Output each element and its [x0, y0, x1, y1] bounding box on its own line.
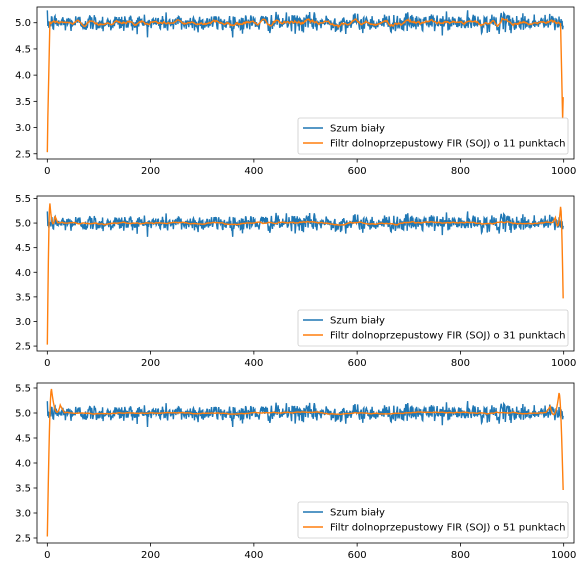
y-tick-label: 4.0	[15, 268, 31, 279]
legend-box	[297, 501, 569, 539]
y-tick-label: 3.5	[15, 97, 31, 108]
x-tick-label: 200	[141, 166, 160, 177]
legend: Szum biały Filtr dolnoprzepustowy FIR (SO…	[297, 501, 569, 539]
x-tick-label: 1000	[551, 358, 576, 369]
y-tick-label: 3.0	[15, 123, 31, 134]
legend: Szum biały Filtr dolnoprzepustowy FIR (SO…	[297, 309, 569, 347]
y-tick-label: 5.5	[15, 384, 31, 395]
panels: 0 200 400 600 800 1000 2.5 3.0 3.5 4.0 4.5 5.0 Szum …	[15, 6, 576, 561]
x-tick-label: 800	[451, 358, 470, 369]
x-tick-label: 600	[348, 166, 367, 177]
chart-panel-2: 0 200 400 600 800 1000 2.5 3.0 3.5 4.0 4.5 5.0 5.5 Sz…	[15, 194, 576, 369]
y-tick-label: 5.0	[15, 409, 31, 420]
y-tick-label: 2.5	[15, 534, 31, 545]
series-line-noise	[46, 10, 564, 38]
x-tick-label: 400	[244, 550, 263, 561]
x-tick-label: 600	[348, 358, 367, 369]
chart-panel-3: 0 200 400 600 800 1000 2.5 3.0 3.5 4.0 4.5 5.0 5.5 Sz…	[15, 382, 576, 561]
y-tick-label: 5.0	[15, 18, 31, 29]
y-tick-label: 3.0	[15, 317, 31, 328]
legend: Szum biały Filtr dolnoprzepustowy FIR (SO…	[297, 117, 569, 155]
legend-label: Filtr dolnoprzepustowy FIR (SOJ) o 11 pu…	[330, 139, 565, 150]
x-tick-label: 400	[244, 358, 263, 369]
y-tick-label: 2.5	[15, 149, 31, 160]
chart-panel-1: 0 200 400 600 800 1000 2.5 3.0 3.5 4.0 4.5 5.0 Szum …	[15, 6, 576, 177]
x-tick-label: 800	[451, 166, 470, 177]
y-tick-label: 3.5	[15, 292, 31, 303]
x-tick-label: 800	[451, 550, 470, 561]
y-tick-label: 4.5	[15, 44, 31, 55]
legend-box	[297, 117, 569, 155]
legend-label: Szum biały	[330, 508, 385, 519]
x-tick-label: 0	[44, 550, 50, 561]
legend-box	[297, 309, 569, 347]
x-tick-label: 1000	[551, 166, 576, 177]
x-tick-label: 0	[44, 358, 50, 369]
y-tick-label: 4.0	[15, 71, 31, 82]
y-tick-label: 5.5	[15, 194, 31, 205]
y-tick-label: 3.5	[15, 484, 31, 495]
series-line-filter	[46, 203, 564, 345]
legend-label: Filtr dolnoprzepustowy FIR (SOJ) o 31 pu…	[330, 331, 565, 342]
x-tick-label: 1000	[551, 550, 576, 561]
legend-label: Filtr dolnoprzepustowy FIR (SOJ) o 51 pu…	[330, 523, 565, 534]
x-tick-label: 0	[44, 166, 50, 177]
axes-frame	[36, 6, 575, 160]
axes-frame	[36, 195, 575, 352]
x-tick-label: 200	[141, 358, 160, 369]
y-tick-label: 5.0	[15, 219, 31, 230]
x-tick-label: 200	[141, 550, 160, 561]
legend-label: Szum biały	[330, 316, 385, 327]
y-tick-label: 4.5	[15, 243, 31, 254]
y-tick-label: 4.5	[15, 434, 31, 445]
y-tick-label: 3.0	[15, 509, 31, 520]
y-tick-label: 4.0	[15, 459, 31, 470]
series-line-filter	[46, 388, 564, 537]
y-tick-label: 2.5	[15, 342, 31, 353]
series-line-filter	[46, 17, 564, 153]
x-tick-label: 600	[348, 550, 367, 561]
legend-label: Szum biały	[330, 124, 385, 135]
x-tick-label: 400	[244, 166, 263, 177]
